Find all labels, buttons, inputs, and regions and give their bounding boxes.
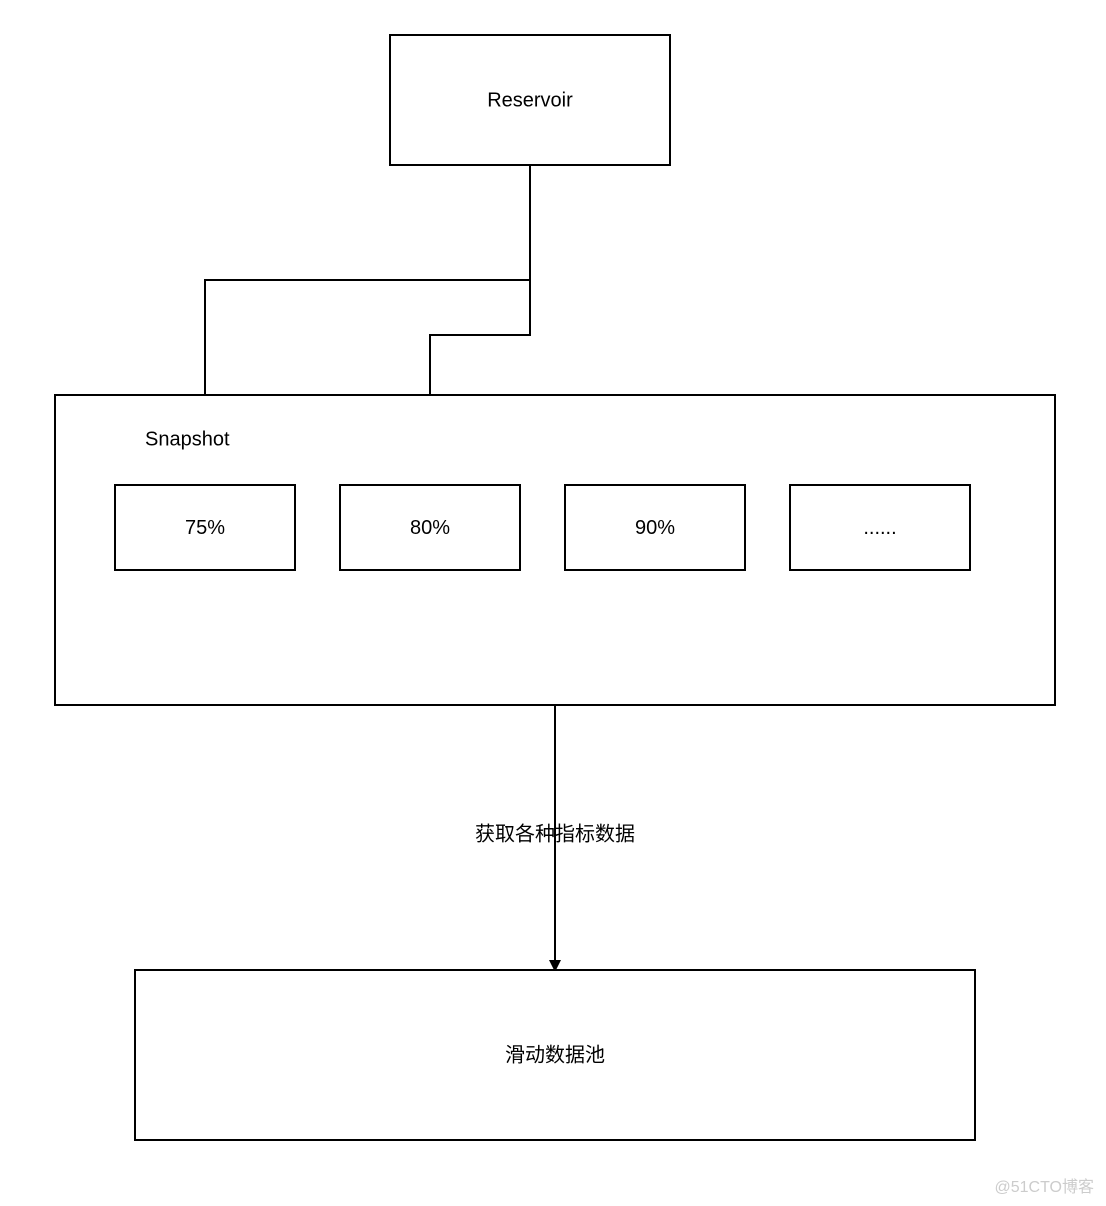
pool-label: 滑动数据池 — [505, 1043, 605, 1066]
watermark: @51CTO博客 — [994, 1178, 1094, 1196]
snapshot-label: Snapshot — [145, 428, 230, 450]
pct-box-label: 75% — [185, 517, 225, 539]
flow-diagram: Reservoir Snapshot 75% 80% 90%...... 获取各种指… — [0, 0, 1106, 1206]
pct-box-label: 90% — [635, 517, 675, 539]
reservoir-label: Reservoir — [487, 89, 573, 111]
edge-label-metrics: 获取各种指标数据 — [475, 822, 635, 845]
pct-box-label: 80% — [410, 517, 450, 539]
pct-box-label: ...... — [863, 517, 896, 539]
